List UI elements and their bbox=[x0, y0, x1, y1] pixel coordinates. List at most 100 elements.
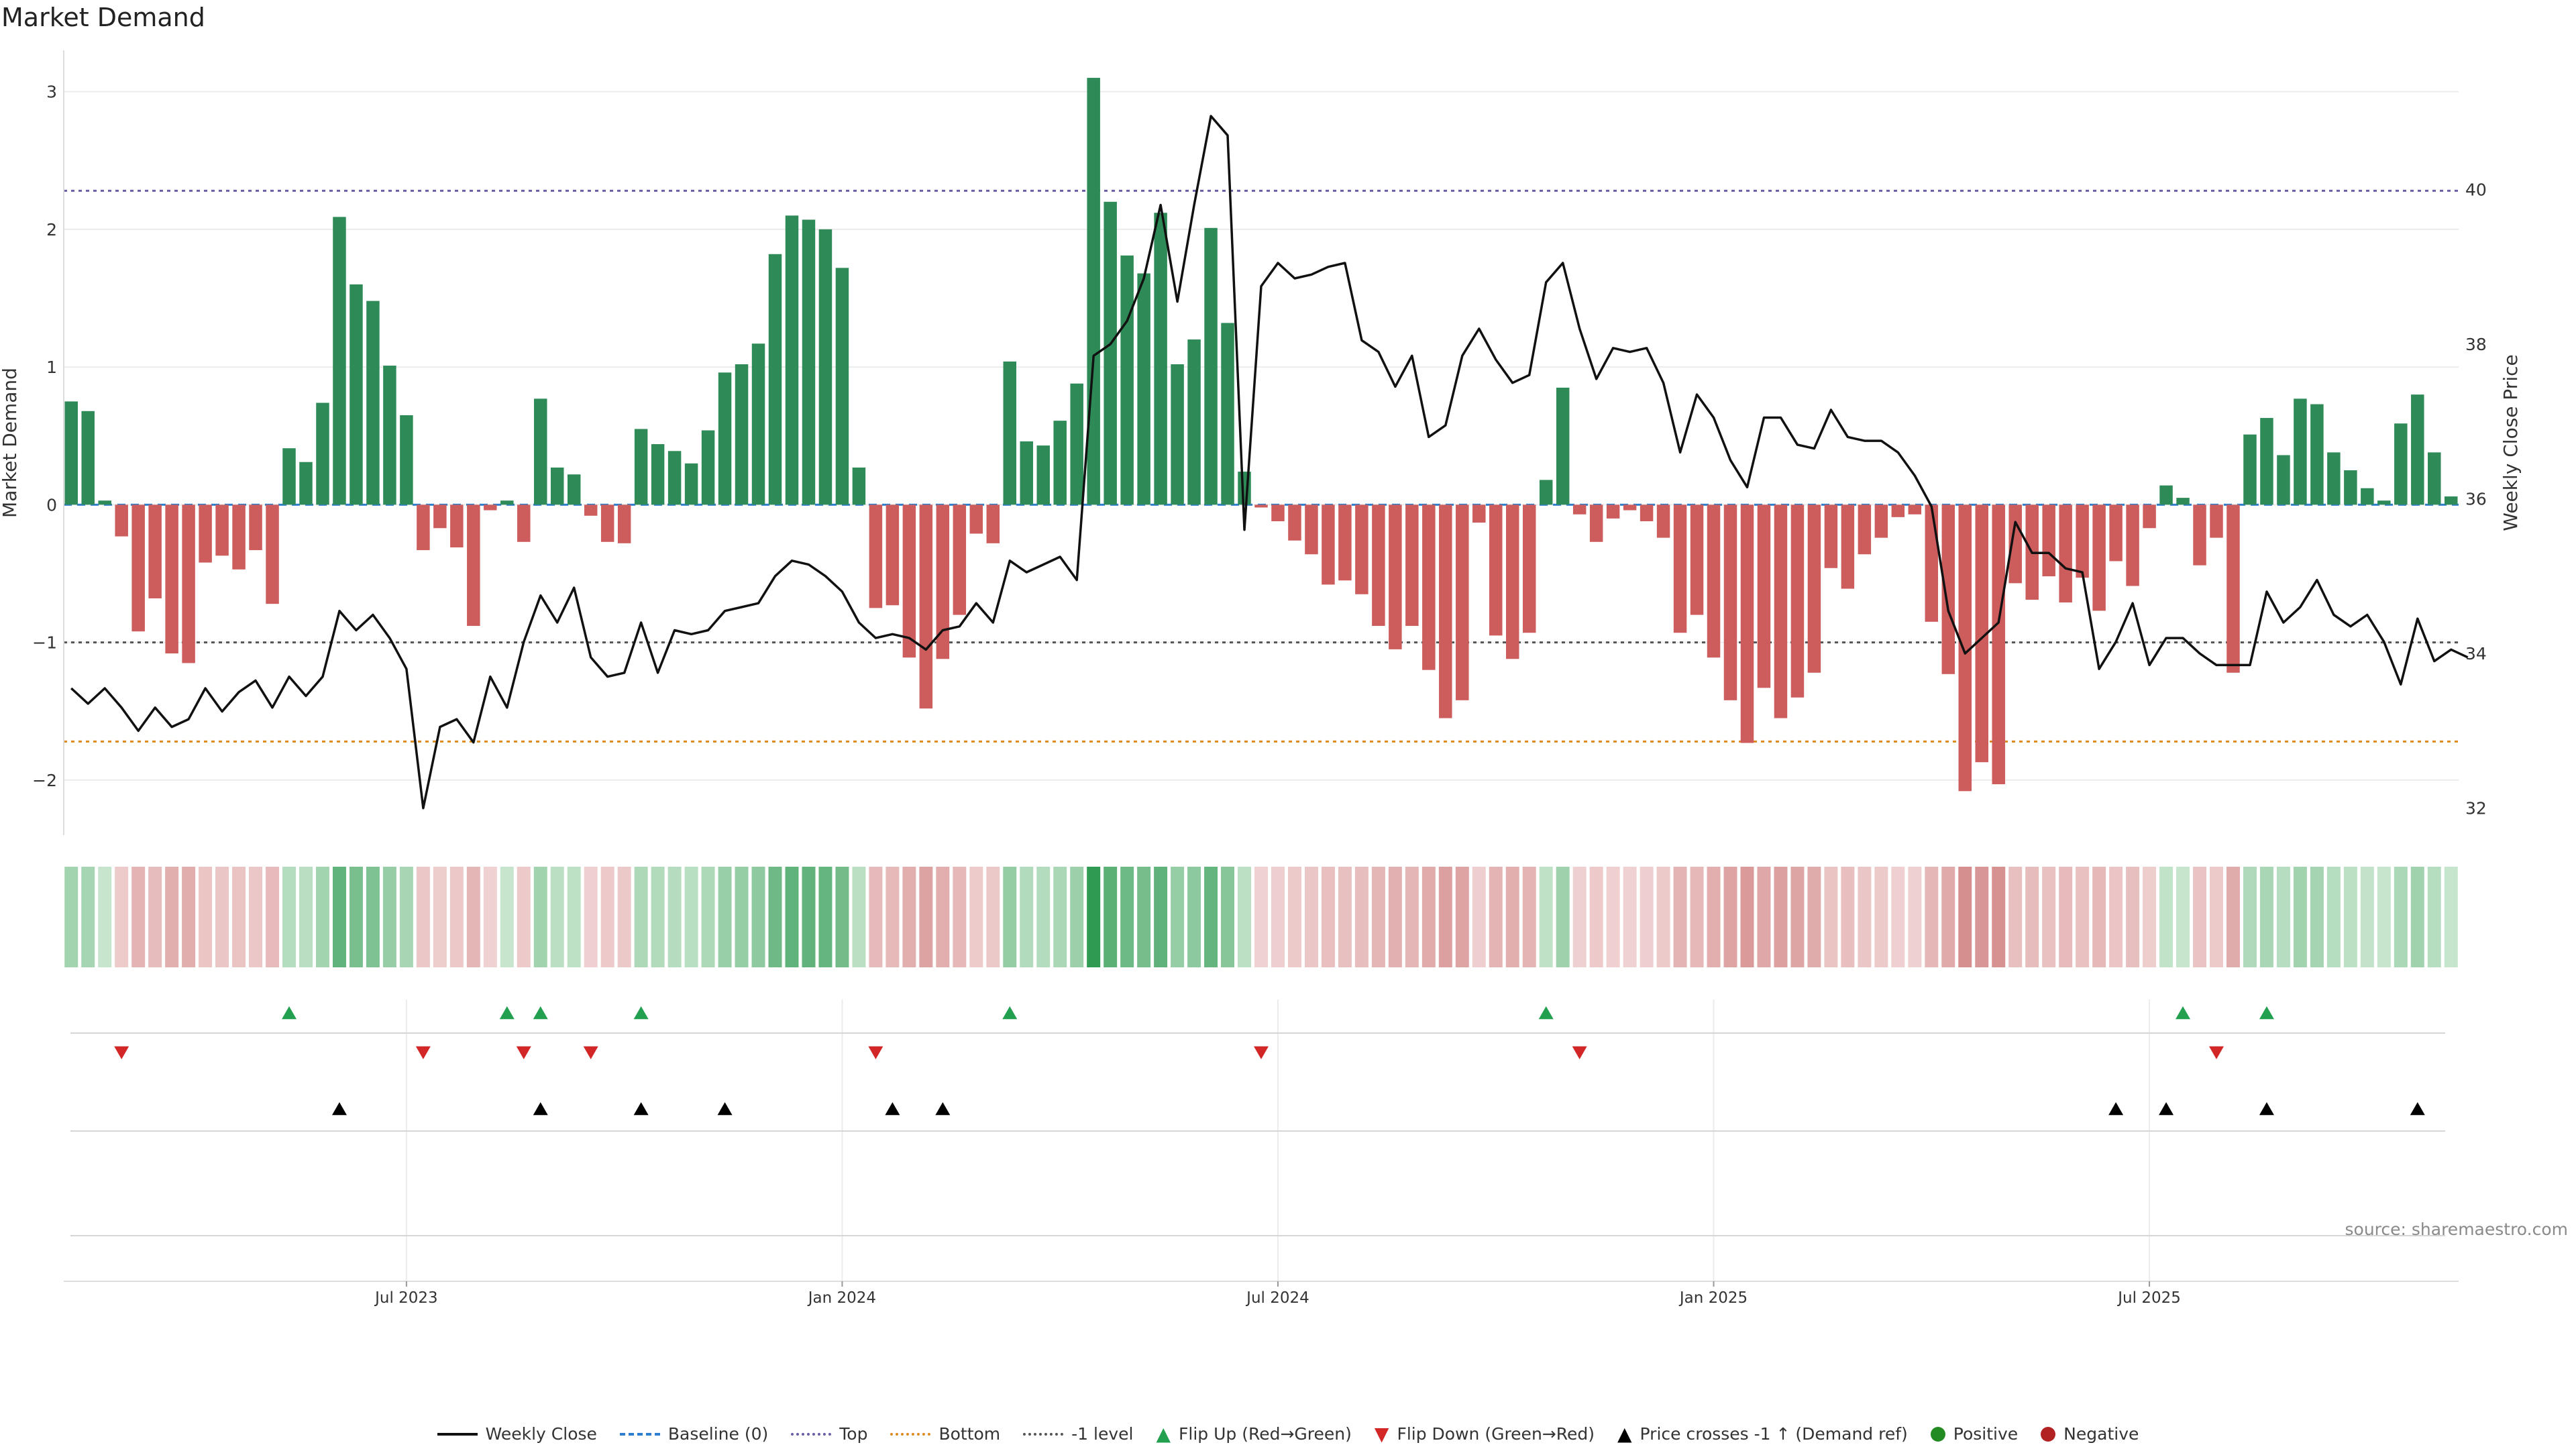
heat-cell bbox=[1405, 867, 1419, 967]
demand-bar bbox=[1505, 504, 1519, 659]
heat-cell bbox=[2360, 867, 2374, 967]
heat-cell bbox=[2059, 867, 2073, 967]
legend-item-flip-down: ▼ Flip Down (Green→Red) bbox=[1375, 1424, 1595, 1444]
axes bbox=[63, 50, 2459, 1287]
heat-cell bbox=[1120, 867, 1134, 967]
demand-bar bbox=[1372, 504, 1385, 626]
price-line bbox=[70, 115, 2469, 810]
demand-bar bbox=[282, 448, 296, 505]
heat-cell bbox=[1908, 867, 1922, 967]
demand-bar bbox=[1858, 504, 1872, 555]
legend-dotted-icon bbox=[890, 1432, 931, 1436]
heat-cell bbox=[1254, 867, 1268, 967]
price-cross-marker bbox=[2410, 1102, 2425, 1116]
demand-bar bbox=[2042, 504, 2055, 577]
heat-cell bbox=[449, 867, 464, 967]
demand-bar bbox=[1405, 504, 1419, 626]
legend-item-minus-one: -1 level bbox=[1023, 1424, 1133, 1444]
demand-bar bbox=[584, 504, 598, 516]
demand-bar bbox=[299, 462, 313, 505]
heat-cell bbox=[148, 867, 162, 967]
y2-tick-label: 40 bbox=[2465, 180, 2487, 199]
price-cross-marker bbox=[885, 1102, 900, 1116]
demand-bar bbox=[383, 366, 396, 505]
heat-cell bbox=[266, 867, 280, 967]
flip-down-marker bbox=[868, 1046, 883, 1059]
y-tick-label: 1 bbox=[46, 358, 57, 377]
heat-cell bbox=[2243, 867, 2257, 967]
heat-cell bbox=[2276, 867, 2290, 967]
demand-bar bbox=[885, 504, 900, 606]
triangle-up-icon: ▲ bbox=[1617, 1422, 1632, 1445]
demand-bar bbox=[785, 215, 799, 505]
heat-cell bbox=[600, 867, 614, 967]
demand-bar bbox=[1572, 504, 1587, 515]
demand-bar bbox=[2394, 423, 2408, 505]
demand-bar bbox=[835, 268, 849, 505]
triangle-down-icon: ▼ bbox=[1374, 1422, 1389, 1445]
heat-cell bbox=[902, 867, 916, 967]
heat-cell bbox=[1505, 867, 1519, 967]
heat-cell bbox=[735, 867, 749, 967]
demand-bar bbox=[1522, 504, 1536, 633]
heat-cell bbox=[1824, 867, 1838, 967]
heat-cell bbox=[1221, 867, 1235, 967]
heat-cell bbox=[751, 867, 765, 967]
demand-bar bbox=[1623, 504, 1637, 511]
demand-bar bbox=[1556, 387, 1570, 505]
heat-cell bbox=[332, 867, 346, 967]
demand-bar bbox=[617, 504, 631, 543]
heat-cell bbox=[2444, 867, 2458, 967]
demand-bar bbox=[232, 504, 246, 570]
heat-cell bbox=[483, 867, 497, 967]
heat-cell bbox=[199, 867, 213, 967]
demand-bar bbox=[902, 504, 916, 658]
heat-cell bbox=[215, 867, 229, 967]
legend-label: -1 level bbox=[1071, 1424, 1134, 1444]
demand-bar bbox=[400, 415, 413, 505]
demand-bar bbox=[182, 504, 195, 663]
demand-bar bbox=[2143, 504, 2156, 529]
heat-cell bbox=[1858, 867, 1872, 967]
flip-up-marker bbox=[633, 1006, 649, 1020]
heat-cell bbox=[718, 867, 732, 967]
flip-up-marker bbox=[499, 1006, 515, 1020]
demand-bar bbox=[316, 402, 329, 505]
heat-cell bbox=[1757, 867, 1771, 967]
heat-cell bbox=[1774, 867, 1788, 967]
heat-cell bbox=[2143, 867, 2157, 967]
heat-cell bbox=[885, 867, 900, 967]
demand-bar bbox=[1154, 213, 1167, 505]
x-tick-label: Jan 2025 bbox=[1678, 1289, 1748, 1307]
demand-bar bbox=[2243, 434, 2257, 505]
heat-cell bbox=[2427, 867, 2441, 967]
demand-bar bbox=[1489, 504, 1503, 636]
y-tick-label: −2 bbox=[32, 771, 57, 790]
price-cross-marker bbox=[2259, 1102, 2274, 1116]
demand-bar bbox=[131, 504, 145, 632]
demand-bar bbox=[148, 504, 162, 598]
demand-bar bbox=[1472, 504, 1486, 523]
heat-cell bbox=[282, 867, 297, 967]
heat-cell bbox=[232, 867, 246, 967]
demand-bar bbox=[1723, 504, 1737, 700]
demand-bar bbox=[1355, 504, 1368, 594]
heat-cell bbox=[2394, 867, 2408, 967]
demand-bar bbox=[333, 217, 346, 505]
heat-cell bbox=[1572, 867, 1587, 967]
heat-cell bbox=[1975, 867, 1989, 967]
demand-bar bbox=[667, 451, 682, 505]
demand-bar bbox=[1757, 504, 1771, 688]
demand-bar bbox=[1338, 504, 1352, 581]
price-cross-marker bbox=[633, 1102, 649, 1116]
legend: Weekly Close Baseline (0) Top Bottom -1 … bbox=[0, 1424, 2576, 1444]
heat-cell bbox=[617, 867, 631, 967]
demand-bar bbox=[2226, 504, 2240, 673]
heat-cell bbox=[1238, 867, 1252, 967]
demand-bar bbox=[2344, 470, 2357, 505]
heat-cell bbox=[2193, 867, 2207, 967]
flip-down-marker bbox=[2209, 1046, 2224, 1059]
heat-cell bbox=[1740, 867, 1754, 967]
heat-cell bbox=[1421, 867, 1436, 967]
